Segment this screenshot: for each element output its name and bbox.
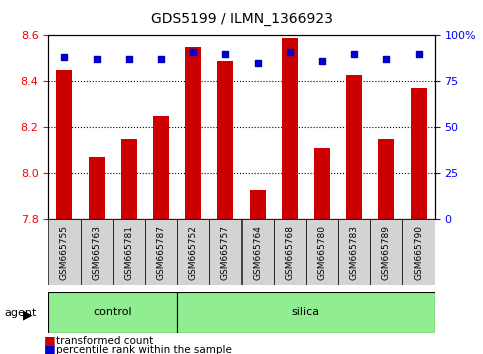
Bar xyxy=(306,219,338,285)
Text: GSM665787: GSM665787 xyxy=(156,225,166,280)
Bar xyxy=(185,47,201,219)
Point xyxy=(318,58,326,64)
Bar xyxy=(282,38,298,219)
Bar xyxy=(346,75,362,219)
Text: GSM665780: GSM665780 xyxy=(317,225,327,280)
Point xyxy=(222,51,229,57)
Point xyxy=(415,51,423,57)
Bar xyxy=(121,139,137,219)
Point xyxy=(286,49,294,55)
Bar xyxy=(250,190,266,219)
Text: GSM665757: GSM665757 xyxy=(221,225,230,280)
Bar xyxy=(338,219,370,285)
Text: GSM665781: GSM665781 xyxy=(124,225,133,280)
Text: ▶: ▶ xyxy=(23,309,33,321)
Point xyxy=(125,57,133,62)
Text: control: control xyxy=(93,307,132,318)
Bar xyxy=(145,219,177,285)
Text: GSM665752: GSM665752 xyxy=(189,225,198,280)
Bar xyxy=(48,292,177,333)
Bar xyxy=(370,219,402,285)
Text: GSM665790: GSM665790 xyxy=(414,225,423,280)
Bar xyxy=(81,219,113,285)
Bar xyxy=(88,157,105,219)
Bar xyxy=(402,219,435,285)
Bar xyxy=(113,219,145,285)
Point xyxy=(254,60,261,66)
Text: silica: silica xyxy=(292,307,320,318)
Text: GSM665789: GSM665789 xyxy=(382,225,391,280)
Bar xyxy=(217,61,233,219)
Text: GSM665783: GSM665783 xyxy=(350,225,359,280)
Text: GSM665764: GSM665764 xyxy=(253,225,262,280)
Point xyxy=(383,57,390,62)
Bar xyxy=(378,139,395,219)
Point xyxy=(189,49,197,55)
Point xyxy=(60,55,68,60)
Bar xyxy=(177,219,209,285)
Bar xyxy=(57,70,72,219)
Text: ■: ■ xyxy=(43,343,55,354)
Point xyxy=(350,51,358,57)
Text: percentile rank within the sample: percentile rank within the sample xyxy=(56,345,231,354)
Text: GSM665768: GSM665768 xyxy=(285,225,294,280)
Point xyxy=(157,57,165,62)
Bar xyxy=(153,116,169,219)
Bar xyxy=(48,219,81,285)
Text: GSM665763: GSM665763 xyxy=(92,225,101,280)
Bar xyxy=(209,219,242,285)
Bar xyxy=(242,219,274,285)
Text: agent: agent xyxy=(5,308,37,318)
Bar xyxy=(411,88,426,219)
Bar xyxy=(314,148,330,219)
Bar xyxy=(177,292,435,333)
Bar xyxy=(274,219,306,285)
Text: GSM665755: GSM665755 xyxy=(60,225,69,280)
Text: ■: ■ xyxy=(43,334,55,347)
Point xyxy=(93,57,100,62)
Text: GDS5199 / ILMN_1366923: GDS5199 / ILMN_1366923 xyxy=(151,12,332,27)
Text: transformed count: transformed count xyxy=(56,336,153,346)
